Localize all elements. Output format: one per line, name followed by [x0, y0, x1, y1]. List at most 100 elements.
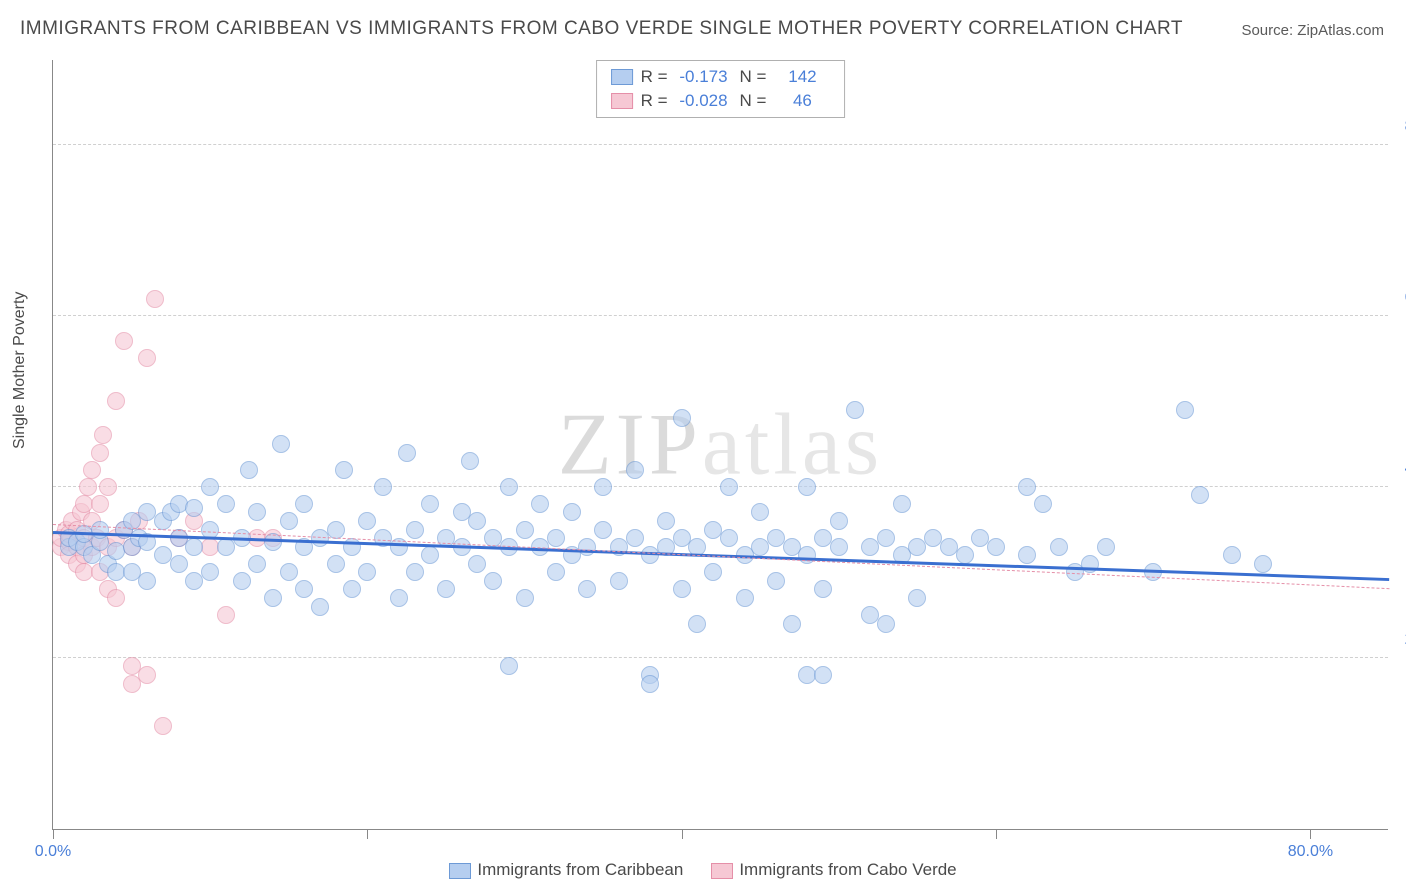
data-point	[327, 521, 345, 539]
data-point	[1097, 538, 1115, 556]
data-point	[830, 538, 848, 556]
n-value: 46	[774, 91, 830, 111]
r-value: -0.028	[676, 91, 732, 111]
data-point	[94, 426, 112, 444]
data-point	[657, 512, 675, 530]
chart-source: Source: ZipAtlas.com	[1241, 22, 1384, 39]
data-point	[138, 572, 156, 590]
data-point	[107, 589, 125, 607]
data-point	[146, 290, 164, 308]
legend-swatch	[611, 93, 633, 109]
tick-v	[53, 829, 54, 839]
data-point	[531, 495, 549, 513]
tick-v	[367, 829, 368, 839]
data-point	[138, 666, 156, 684]
chart-title: IMMIGRANTS FROM CARIBBEAN VS IMMIGRANTS …	[20, 18, 1183, 40]
stats-row: R =-0.028N =46	[611, 89, 831, 113]
data-point	[547, 529, 565, 547]
data-point	[91, 495, 109, 513]
x-tick-label: 0.0%	[35, 843, 71, 861]
data-point	[154, 717, 172, 735]
data-point	[1223, 546, 1241, 564]
data-point	[767, 572, 785, 590]
data-point	[1050, 538, 1068, 556]
data-point	[358, 512, 376, 530]
data-point	[358, 563, 376, 581]
data-point	[736, 589, 754, 607]
data-point	[398, 444, 416, 462]
data-point	[295, 495, 313, 513]
gridline-h	[53, 657, 1388, 658]
data-point	[814, 666, 832, 684]
data-point	[578, 580, 596, 598]
data-point	[594, 478, 612, 496]
data-point	[248, 555, 266, 573]
data-point	[374, 478, 392, 496]
data-point	[626, 529, 644, 547]
data-point	[406, 521, 424, 539]
legend-swatch	[711, 863, 733, 879]
data-point	[610, 572, 628, 590]
data-point	[201, 478, 219, 496]
data-point	[1018, 478, 1036, 496]
data-point	[185, 538, 203, 556]
data-point	[1034, 495, 1052, 513]
data-point	[673, 409, 691, 427]
data-point	[138, 349, 156, 367]
data-point	[563, 503, 581, 521]
data-point	[830, 512, 848, 530]
data-point	[343, 580, 361, 598]
data-point	[908, 589, 926, 607]
legend-label: Immigrants from Caribbean	[477, 860, 683, 879]
data-point	[846, 401, 864, 419]
x-tick-label: 80.0%	[1288, 843, 1333, 861]
stats-row: R =-0.173N =142	[611, 65, 831, 89]
data-point	[1254, 555, 1272, 573]
data-point	[233, 572, 251, 590]
data-point	[877, 615, 895, 633]
data-point	[461, 452, 479, 470]
data-point	[688, 615, 706, 633]
n-label: N =	[740, 67, 767, 87]
data-point	[987, 538, 1005, 556]
data-point	[264, 589, 282, 607]
data-point	[798, 478, 816, 496]
data-point	[248, 503, 266, 521]
data-point	[814, 580, 832, 598]
data-point	[956, 546, 974, 564]
data-point	[626, 461, 644, 479]
data-point	[327, 555, 345, 573]
data-point	[185, 499, 203, 517]
data-point	[295, 580, 313, 598]
data-point	[516, 521, 534, 539]
data-point	[217, 495, 235, 513]
legend-item: Immigrants from Caribbean	[449, 860, 683, 880]
data-point	[99, 478, 117, 496]
data-point	[673, 580, 691, 598]
stats-legend: R =-0.173N =142R =-0.028N =46	[596, 60, 846, 118]
tick-v	[1310, 829, 1311, 839]
data-point	[468, 555, 486, 573]
data-point	[877, 529, 895, 547]
tick-v	[996, 829, 997, 839]
y-axis-label: Single Mother Poverty	[11, 292, 29, 449]
tick-v	[682, 829, 683, 839]
data-point	[783, 615, 801, 633]
gridline-h	[53, 144, 1388, 145]
data-point	[335, 461, 353, 479]
legend-item: Immigrants from Cabo Verde	[711, 860, 956, 880]
legend-label: Immigrants from Cabo Verde	[739, 860, 956, 879]
data-point	[264, 533, 282, 551]
data-point	[201, 563, 219, 581]
data-point	[240, 461, 258, 479]
data-point	[421, 546, 439, 564]
series-legend: Immigrants from Caribbean Immigrants from…	[0, 860, 1406, 880]
data-point	[484, 572, 502, 590]
data-point	[468, 512, 486, 530]
r-label: R =	[641, 67, 668, 87]
data-point	[1191, 486, 1209, 504]
data-point	[1176, 401, 1194, 419]
data-point	[720, 478, 738, 496]
data-point	[107, 392, 125, 410]
legend-swatch	[611, 69, 633, 85]
